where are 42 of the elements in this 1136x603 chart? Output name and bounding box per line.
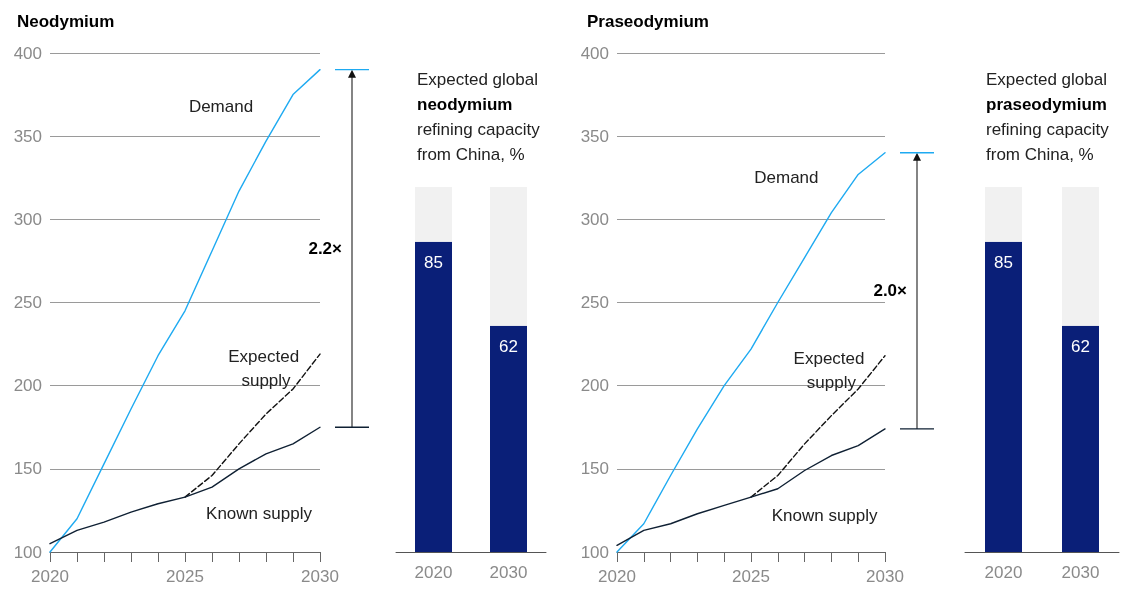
series-label: Known supply xyxy=(771,506,879,525)
y-tick-label: 150 xyxy=(580,459,609,479)
y-tick-label: 350 xyxy=(580,126,609,146)
y-tick-label: 400 xyxy=(13,43,42,63)
x-tick-label: 2030 xyxy=(301,567,339,586)
y-tick-label: 350 xyxy=(13,126,42,146)
series-label: Expected supply xyxy=(793,349,870,393)
y-tick-label: 250 xyxy=(13,293,42,312)
x-tick-label: 2020 xyxy=(984,563,1023,582)
x-tick-label: 2030 xyxy=(1061,563,1100,582)
y-tick-label: 300 xyxy=(580,209,609,229)
chart-title: Neodymium xyxy=(17,12,115,31)
series-label: Demand xyxy=(188,96,254,116)
data-label: 62 xyxy=(499,336,518,356)
series-label: Expected supply xyxy=(228,347,304,391)
y-tick-label: 400 xyxy=(580,43,609,63)
y-tick-label: 250 xyxy=(580,293,609,312)
x-tick-label: 2030 xyxy=(866,567,904,586)
y-tick-label: 200 xyxy=(580,376,609,396)
chart-title: Expected global praseodymium refining capacity from China, % xyxy=(986,70,1110,164)
x-tick-label: 2025 xyxy=(166,567,204,586)
x-tick-label: 2030 xyxy=(489,563,528,582)
data-label: 85 xyxy=(424,252,443,272)
line-series xyxy=(49,426,321,545)
x-tick-label: 2020 xyxy=(414,563,453,582)
y-tick-label: 200 xyxy=(13,376,42,396)
y-tick-label: 150 xyxy=(13,459,42,479)
annotation: 2.0× xyxy=(873,281,908,301)
y-tick-label: 100 xyxy=(580,542,609,562)
annotation: 2.2× xyxy=(308,238,343,258)
x-tick-label: 2025 xyxy=(732,567,770,586)
y-tick-label: 100 xyxy=(13,542,42,562)
y-tick-label: 300 xyxy=(13,209,42,229)
series-label: Known supply xyxy=(206,504,313,524)
chart-title: Expected global neodymium refining capacity from China, % xyxy=(417,70,541,164)
x-tick-label: 2020 xyxy=(598,567,636,586)
data-label: 62 xyxy=(1071,336,1090,356)
data-label: 85 xyxy=(994,252,1013,272)
series-label: Demand xyxy=(754,168,819,188)
x-tick-label: 2020 xyxy=(31,567,69,586)
chart-title: Praseodymium xyxy=(587,12,709,31)
line-series xyxy=(616,428,886,547)
